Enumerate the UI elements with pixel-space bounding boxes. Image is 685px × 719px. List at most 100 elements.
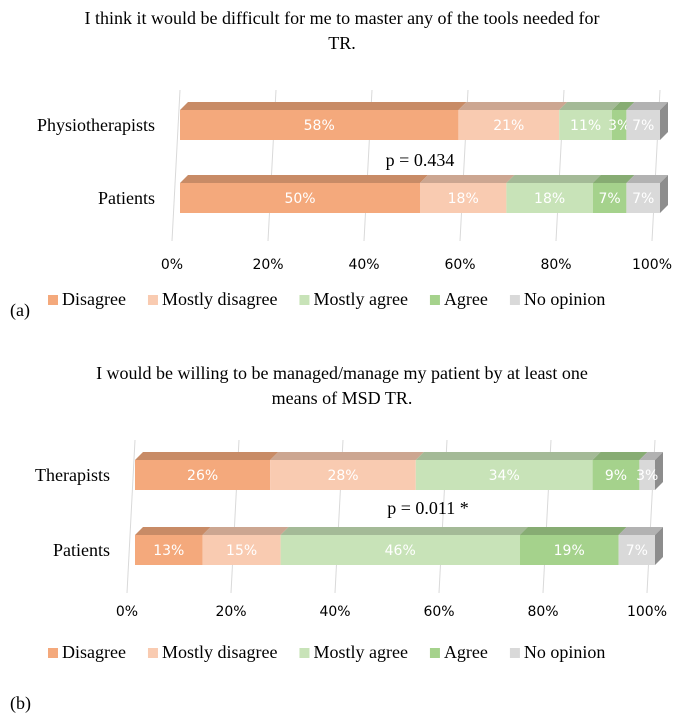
p-value: p = 0.434 — [386, 150, 455, 170]
legend-swatch — [48, 295, 58, 305]
x-tick-label: 0% — [116, 604, 138, 620]
legend-swatch — [429, 648, 440, 658]
bar-top — [420, 175, 515, 183]
legend-swatch — [509, 648, 520, 658]
bar — [135, 460, 271, 490]
data-label: 28% — [327, 468, 358, 484]
bar — [618, 535, 655, 565]
bar — [626, 183, 660, 213]
legend-label: No opinion — [524, 642, 606, 662]
bar-top — [639, 452, 663, 460]
x-tick-label: 40% — [348, 257, 379, 273]
legend-swatch — [299, 648, 310, 658]
legend-swatch — [429, 295, 440, 305]
bar — [519, 535, 619, 565]
bar — [639, 460, 655, 490]
legend-swatch — [299, 295, 310, 305]
category-label: Therapists — [35, 465, 110, 485]
data-label: 3% — [636, 468, 658, 484]
legend-swatch — [48, 648, 58, 658]
x-tick-label: 60% — [444, 257, 475, 273]
bar — [592, 183, 627, 213]
legend-label: Mostly agree — [313, 642, 407, 662]
legend-swatch — [509, 295, 520, 305]
data-label: 3% — [608, 118, 630, 134]
bar-top — [612, 102, 635, 110]
x-tick-label: 0% — [161, 257, 183, 273]
bar-top — [135, 527, 211, 535]
panel-tag: (b) — [10, 693, 31, 714]
x-tick-label: 80% — [540, 257, 571, 273]
legend-label: Agree — [444, 642, 488, 662]
bar — [135, 535, 203, 565]
bar-top — [415, 452, 601, 460]
bar — [415, 460, 593, 490]
data-label: 7% — [626, 543, 648, 559]
bar-side — [660, 175, 668, 213]
bar-top — [626, 102, 668, 110]
bar-top — [180, 175, 428, 183]
x-tick-label: 100% — [632, 257, 672, 273]
x-tick-label: 80% — [527, 604, 558, 620]
data-label: 13% — [153, 543, 184, 559]
bar-top — [618, 527, 663, 535]
bar — [612, 110, 627, 140]
data-label: 9% — [605, 468, 627, 484]
bar — [202, 535, 281, 565]
legend-label: Agree — [444, 289, 488, 309]
p-value: p = 0.011 * — [387, 498, 468, 518]
category-label: Patients — [98, 188, 155, 208]
data-label: 19% — [554, 543, 585, 559]
bar — [559, 110, 612, 140]
bar-top — [592, 175, 635, 183]
bar — [180, 183, 420, 213]
bar-top — [506, 175, 601, 183]
legend-label: Disagree — [62, 642, 126, 662]
bar-side — [655, 527, 663, 565]
data-label: 11% — [570, 118, 601, 134]
bar — [506, 183, 593, 213]
data-label: 26% — [187, 468, 218, 484]
bar-top — [202, 527, 289, 535]
legend-label: Mostly disagree — [162, 289, 277, 309]
bar — [592, 460, 640, 490]
data-label: 7% — [632, 118, 654, 134]
bar — [180, 110, 459, 140]
legend-label: Mostly agree — [313, 289, 407, 309]
bar-top — [458, 102, 568, 110]
chart-title: I would be willing to be managed/manage … — [96, 363, 588, 383]
x-tick-label: 40% — [319, 604, 350, 620]
x-tick-label: 20% — [252, 257, 283, 273]
bar-top — [280, 527, 528, 535]
chart-title: means of MSD TR. — [272, 388, 413, 408]
bar — [280, 535, 520, 565]
legend-label: Disagree — [62, 289, 126, 309]
bar-side — [660, 102, 668, 140]
data-label: 7% — [598, 191, 620, 207]
data-label: 21% — [493, 118, 524, 134]
bar-top — [180, 102, 467, 110]
panel-tag: (a) — [10, 300, 30, 321]
category-label: Patients — [53, 540, 110, 560]
chart-title: TR. — [328, 33, 356, 53]
bar-top — [626, 175, 668, 183]
bar-top — [135, 452, 279, 460]
data-label: 46% — [385, 543, 416, 559]
data-label: 34% — [489, 468, 520, 484]
data-label: 18% — [534, 191, 565, 207]
legend-swatch — [147, 295, 158, 305]
legend-label: No opinion — [524, 289, 606, 309]
x-tick-label: 100% — [627, 604, 667, 620]
legend-label: Mostly disagree — [162, 642, 277, 662]
legend-swatch — [147, 648, 158, 658]
data-label: 50% — [284, 191, 315, 207]
data-label: 58% — [304, 118, 335, 134]
data-label: 7% — [632, 191, 654, 207]
grid-line — [171, 89, 181, 242]
bar-top — [592, 452, 648, 460]
x-tick-label: 60% — [423, 604, 454, 620]
bar-top — [270, 452, 424, 460]
category-label: Physiotherapists — [37, 115, 155, 135]
x-tick-label: 20% — [215, 604, 246, 620]
